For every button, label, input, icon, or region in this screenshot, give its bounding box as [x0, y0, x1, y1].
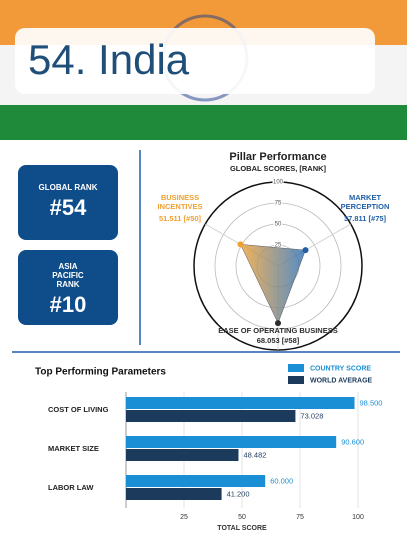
- value-label: 90.600: [341, 437, 364, 446]
- rank-value: #10: [49, 292, 87, 317]
- r-tick-label: 25: [275, 243, 282, 249]
- x-axis-label: TOTAL SCORE: [217, 525, 267, 532]
- value-label: 51.511 [#50]: [158, 214, 202, 223]
- chart-title: Pillar Performance: [229, 151, 326, 163]
- radar-point: [237, 241, 244, 248]
- value-label: 37.811 [#75]: [343, 214, 387, 223]
- bar: [126, 449, 239, 461]
- rank-box: GLOBAL RANK #54: [18, 165, 118, 240]
- r-tick-label: 100: [273, 180, 284, 186]
- flag-green: [0, 105, 407, 140]
- category-label: MARKET SIZE: [48, 444, 99, 453]
- x-tick-label: 100: [352, 514, 364, 521]
- value-label: 60.000: [270, 476, 293, 485]
- rank-value: #54: [49, 195, 87, 220]
- value-label: 41.200: [227, 489, 250, 498]
- value-label: 73.028: [300, 411, 323, 420]
- x-tick-label: 50: [238, 514, 246, 521]
- bar: [126, 436, 337, 448]
- r-tick-label: 50: [275, 222, 282, 228]
- legend-swatch: [288, 376, 304, 384]
- rank-label: GLOBAL RANK: [38, 183, 98, 192]
- radar-point: [275, 320, 281, 327]
- legend-label: WORLD AVERAGE: [310, 377, 373, 384]
- value-label: 68.053 [#58]: [256, 336, 300, 345]
- value-label: 48.482: [243, 450, 266, 459]
- title-box: [15, 28, 375, 94]
- legend-label: COUNTRY SCORE: [310, 365, 371, 372]
- bar: [126, 475, 266, 487]
- legend-swatch: [288, 364, 304, 372]
- axis-label: EASE OF OPERATING BUSINESS: [218, 326, 338, 335]
- chart-title: Top Performing Parameters: [35, 367, 166, 378]
- category-label: COST OF LIVING: [48, 405, 109, 414]
- x-tick-label: 75: [296, 514, 304, 521]
- radar-point: [302, 247, 309, 254]
- radar-area: [240, 244, 306, 324]
- axis-label: BUSINESS INCENTIVES: [157, 193, 203, 211]
- category-label: LABOR LAW: [48, 483, 94, 492]
- bar: [126, 410, 296, 422]
- bar: [126, 397, 355, 409]
- rank-box: ASIA PACIFIC RANK #10: [18, 250, 118, 325]
- rank-label: ASIA PACIFIC RANK: [52, 262, 84, 289]
- chart-subtitle: GLOBAL SCORES, [RANK]: [230, 164, 327, 173]
- value-label: 98.500: [360, 398, 383, 407]
- page-title: 54. India: [28, 36, 190, 83]
- r-tick-label: 75: [275, 201, 282, 207]
- axis-label: MARKET PERCEPTION: [340, 193, 390, 211]
- x-tick-label: 25: [180, 514, 188, 521]
- bar: [126, 488, 222, 500]
